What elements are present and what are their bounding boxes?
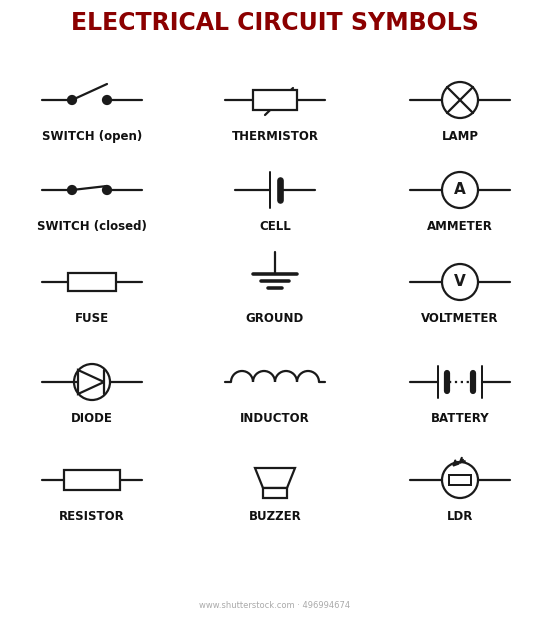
Text: INDUCTOR: INDUCTOR (240, 412, 310, 425)
Bar (263, 488, 287, 498)
Text: GROUND: GROUND (246, 312, 304, 325)
Text: A: A (454, 182, 466, 198)
Text: RESISTOR: RESISTOR (59, 510, 125, 523)
Text: THERMISTOR: THERMISTOR (232, 130, 318, 143)
Text: www.shutterstock.com · 496994674: www.shutterstock.com · 496994674 (200, 601, 350, 610)
Bar (64, 470, 120, 490)
Text: ELECTRICAL CIRCUIT SYMBOLS: ELECTRICAL CIRCUIT SYMBOLS (71, 11, 479, 35)
Polygon shape (78, 370, 104, 394)
Text: BUZZER: BUZZER (249, 510, 301, 523)
Circle shape (68, 186, 76, 194)
Text: CELL: CELL (259, 220, 291, 233)
Bar (253, 90, 297, 110)
Text: LAMP: LAMP (442, 130, 478, 143)
Bar (68, 273, 116, 291)
Circle shape (103, 96, 111, 104)
Text: V: V (454, 275, 466, 290)
Polygon shape (255, 468, 295, 488)
Text: DIODE: DIODE (71, 412, 113, 425)
Text: FUSE: FUSE (75, 312, 109, 325)
Text: BATTERY: BATTERY (431, 412, 490, 425)
Text: AMMETER: AMMETER (427, 220, 493, 233)
Circle shape (68, 96, 76, 104)
Bar (449, 475, 471, 485)
Text: SWITCH (open): SWITCH (open) (42, 130, 142, 143)
Text: VOLTMETER: VOLTMETER (421, 312, 499, 325)
Text: SWITCH (closed): SWITCH (closed) (37, 220, 147, 233)
Circle shape (103, 186, 111, 194)
Text: LDR: LDR (447, 510, 473, 523)
